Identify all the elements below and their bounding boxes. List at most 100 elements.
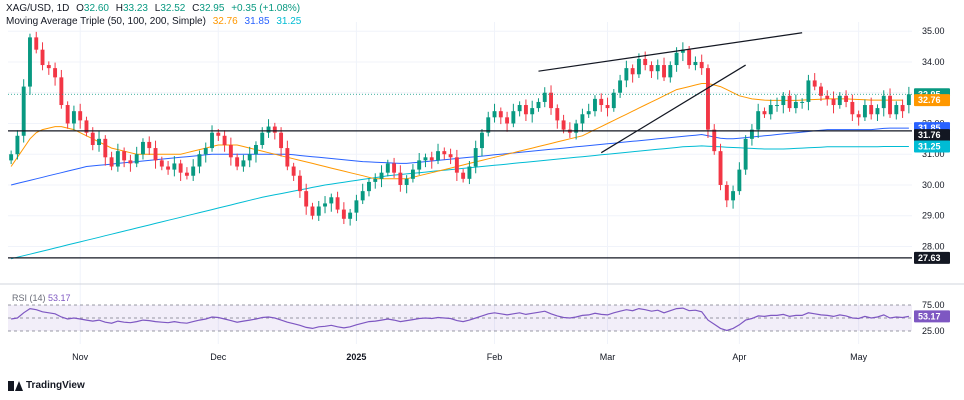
candle-body xyxy=(718,151,723,185)
price-tick-label: 34.00 xyxy=(922,57,945,67)
candle xyxy=(762,107,767,118)
candle xyxy=(680,42,685,62)
candle-body xyxy=(297,175,302,192)
candle-body xyxy=(291,166,296,176)
candle-body xyxy=(731,191,736,201)
candle xyxy=(429,151,434,169)
candle xyxy=(341,202,346,225)
candle xyxy=(367,178,371,197)
candle xyxy=(385,159,390,177)
candle-body xyxy=(699,61,704,69)
candle-body xyxy=(523,105,528,115)
candle-body xyxy=(775,105,779,107)
price-tag-label: 27.63 xyxy=(918,253,941,263)
candle xyxy=(222,130,227,152)
rsi-label: RSI (14) xyxy=(12,293,46,303)
candle-body xyxy=(706,68,710,130)
rsi-value-tag xyxy=(914,310,950,323)
candle xyxy=(655,59,660,80)
candle xyxy=(486,111,491,137)
candle-body xyxy=(78,111,83,121)
ma100-line xyxy=(10,127,909,186)
candle-body xyxy=(216,132,221,136)
candle-body xyxy=(680,49,685,53)
ma200-value: 31.25 xyxy=(276,16,302,27)
candle-body xyxy=(655,65,660,72)
close-value: 32.95 xyxy=(199,3,225,14)
candle-body xyxy=(793,101,798,109)
candle-body xyxy=(593,98,597,112)
candle-body xyxy=(517,105,522,112)
candle-body xyxy=(417,160,422,170)
candle-body xyxy=(254,145,258,155)
candle-body xyxy=(498,111,503,118)
candle-body xyxy=(819,86,823,96)
candle xyxy=(279,127,284,157)
candle xyxy=(561,114,566,134)
time-tick-label: 2025 xyxy=(346,352,366,362)
trendline xyxy=(600,64,746,154)
high-value: 33.23 xyxy=(122,3,148,14)
candle xyxy=(480,129,484,157)
candle-body xyxy=(128,160,133,164)
candle-body xyxy=(40,49,45,66)
candle xyxy=(461,168,466,183)
candle xyxy=(46,61,51,75)
candle-body xyxy=(147,141,152,149)
price-tick-label: 31.00 xyxy=(922,149,945,159)
candle xyxy=(128,154,133,172)
tradingview-logo[interactable]: TradingView xyxy=(8,380,85,391)
candle-body xyxy=(410,169,415,179)
candle xyxy=(197,150,202,174)
candle-body xyxy=(881,95,886,109)
candle xyxy=(800,98,805,109)
price-tag xyxy=(914,251,950,264)
candle xyxy=(881,90,886,117)
candle xyxy=(191,159,196,181)
candle xyxy=(467,160,472,185)
candle xyxy=(228,137,233,166)
candle-body xyxy=(203,148,208,155)
candle xyxy=(21,79,26,143)
candle-body xyxy=(172,163,177,170)
candle-body xyxy=(580,114,585,124)
candle xyxy=(417,152,422,175)
candle-body xyxy=(398,172,403,185)
tradingview-icon xyxy=(8,380,23,391)
candle-body xyxy=(448,154,453,158)
candle xyxy=(850,94,855,122)
high-label: H xyxy=(115,3,123,14)
candle-body xyxy=(65,105,70,124)
candle xyxy=(53,62,58,86)
candle-body xyxy=(636,58,641,75)
candle xyxy=(34,31,39,54)
candle xyxy=(448,148,453,165)
candles xyxy=(9,31,911,226)
candle xyxy=(410,164,415,183)
candle-body xyxy=(15,135,20,155)
candle-body xyxy=(392,163,397,173)
candle-body xyxy=(159,160,164,167)
candle xyxy=(511,103,516,128)
candle xyxy=(599,93,604,112)
price-tag-label: 32.76 xyxy=(918,95,941,105)
candle-body xyxy=(367,181,371,192)
candle xyxy=(718,143,723,191)
candle-body xyxy=(674,52,679,66)
candle-body xyxy=(210,132,214,149)
ma50-value: 32.76 xyxy=(212,16,238,27)
candle xyxy=(906,86,911,114)
candle-body xyxy=(385,163,390,173)
candle xyxy=(875,104,880,122)
candle xyxy=(84,116,89,137)
candle xyxy=(712,124,717,155)
candle-body xyxy=(423,157,428,161)
rsi-tick-label: 75.00 xyxy=(922,300,945,310)
candle-body xyxy=(122,151,127,161)
candle xyxy=(555,104,560,129)
candle xyxy=(304,183,309,215)
time-tick-label: Feb xyxy=(487,352,503,362)
candle xyxy=(787,90,792,112)
candle xyxy=(856,110,861,126)
